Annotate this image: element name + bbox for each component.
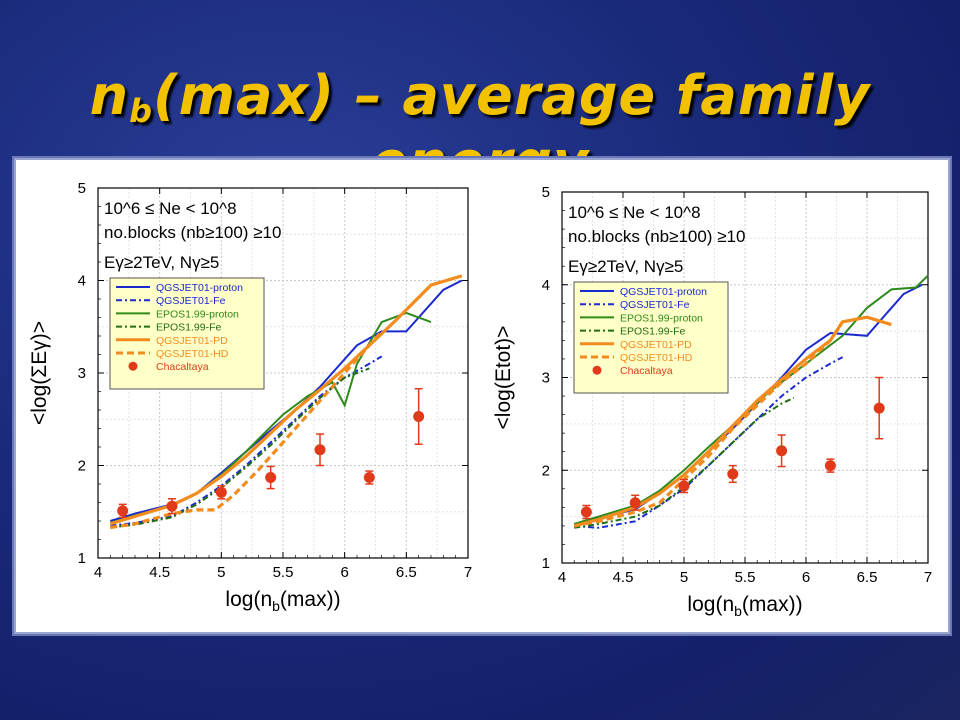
y-tick-label: 4 [542,277,550,294]
annotation-text: 10^6 ≤ Ne < 10^8 [568,203,701,222]
annotation-text: Eγ≥2TeV, Nγ≥5 [568,257,683,276]
y-tick-label: 5 [78,180,86,197]
chart-left: 4 4.5 5 5.5 6 6.5 712345log(nb(max))<log(ΣEγ)>… [28,180,472,614]
data-point-chacaltaya [265,472,277,484]
x-tick-label: 7 [924,569,932,586]
x-tick-label: 6 [340,564,348,581]
x-axis-title-main: log(n [687,593,734,616]
legend-swatch-chacaltaya [128,361,138,371]
data-point-chacaltaya [629,497,641,509]
legend-label: EPOS1.99-Fe [156,322,222,334]
x-axis-title: log(nb(max)) [225,588,340,614]
legend-label: QGSJET01-PD [156,335,228,347]
x-tick-label: 4.5 [149,564,170,581]
legend-label: EPOS1.99-proton [620,312,703,324]
annotation-text: 10^6 ≤ Ne < 10^8 [104,199,237,218]
data-point-chacaltaya [413,410,425,422]
y-tick-label: 5 [542,184,550,201]
legend-label: EPOS1.99-Fe [620,326,686,338]
x-tick-label: 7 [464,564,472,581]
x-tick-label: 4 [558,569,566,586]
series-line-epos1-99-fe [574,396,795,529]
legend-label-chacaltaya: Chacaltaya [156,361,209,373]
legend-box [573,281,729,394]
data-point-chacaltaya [215,486,227,498]
legend-box [109,277,265,390]
x-tick-label: 5.5 [735,569,756,586]
y-tick-label: 3 [542,370,550,387]
chart-right: 4 4.5 5 5.5 6 6.5 7 1 2 3 4 5 log(nb(max)) <log(Etot)… [492,184,932,619]
y-tick-label: 1 [78,550,86,567]
x-axis-title-sub: b [734,603,742,619]
y-axis-title: <log(Etot)> [492,326,515,430]
x-tick-label: 5 [217,564,225,581]
data-point-chacaltaya [117,505,129,517]
data-point-chacaltaya [363,472,375,484]
legend-label: QGSJET01-PD [620,339,692,351]
x-axis-title: log(nb(max)) [687,593,802,619]
annotation-text: no.blocks (nb≥100) ≥10 [104,223,281,242]
legend-swatch-chacaltaya [592,365,602,375]
x-axis-title-end: (max)) [742,593,803,616]
y-tick-label: 3 [78,365,86,382]
x-tick-label: 6.5 [857,569,878,586]
legend-label: QGSJET01-HD [156,348,229,360]
y-tick-label: 1 [542,555,550,572]
series-line-qgsjet01-hd [110,330,383,530]
data-point-chacaltaya [873,402,885,414]
legend-label-chacaltaya: Chacaltaya [620,365,673,377]
legend-label: QGSJET01-Fe [156,295,226,307]
legend-label: QGSJET01-proton [620,286,707,298]
x-axis-title-sub: b [272,598,280,614]
x-tick-label: 4 [94,564,102,581]
legend-label: QGSJET01-HD [620,352,693,364]
annotation-text: Eγ≥2TeV, Nγ≥5 [104,253,219,272]
y-tick-label: 2 [542,462,550,479]
x-tick-label: 5.5 [273,564,294,581]
x-tick-label: 5 [680,569,688,586]
figure-panel: 4 4.5 5 5.5 6 6.5 7 1 2 3 4 5 log(nb(max)) <log(ΣEγ)>… [14,158,950,634]
data-point-chacaltaya [824,460,836,472]
legend-label: QGSJET01-Fe [620,299,690,311]
annotation-text: no.blocks (nb≥100) ≥10 [568,227,745,246]
data-point-chacaltaya [727,468,739,480]
data-point-chacaltaya [678,480,690,492]
legend-label: QGSJET01-proton [156,282,243,294]
x-axis-title-main: log(n [225,588,272,611]
y-tick-label: 4 [78,273,86,290]
data-point-chacaltaya [580,506,592,518]
x-tick-label: 6 [802,569,810,586]
y-axis-title: <log(ΣEγ)> [28,321,51,425]
y-tick-label: 2 [78,458,86,475]
data-point-chacaltaya [776,445,788,457]
x-tick-label: 6.5 [396,564,417,581]
series-line-qgsjet01-hd [573,320,844,528]
data-point-chacaltaya [166,500,178,512]
data-point-chacaltaya [314,444,326,456]
x-tick-label: 4.5 [613,569,634,586]
x-axis-title-end: (max)) [280,588,341,611]
legend-label: EPOS1.99-proton [156,308,239,320]
